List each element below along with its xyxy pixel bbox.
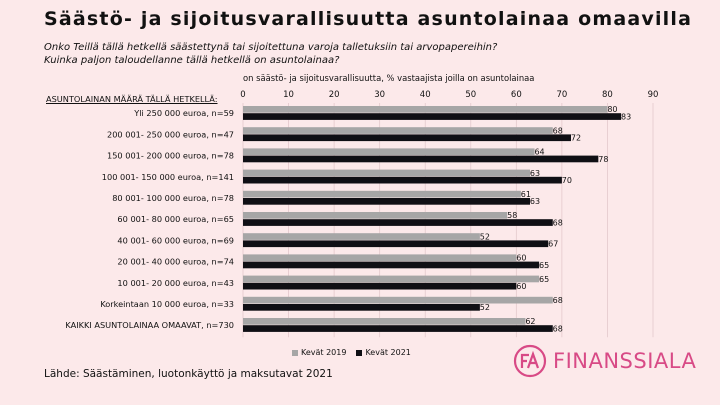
data-label-2021: 68 <box>553 324 563 333</box>
category-label: 60 001- 80 000 euroa, n=65 <box>117 214 234 224</box>
category-label: 10 001- 20 000 euroa, n=43 <box>117 278 234 288</box>
data-label-2019: 68 <box>553 126 563 135</box>
bar-2019 <box>243 296 553 304</box>
category-label: 80 001- 100 000 euroa, n=78 <box>112 193 234 203</box>
legend-item-2019: Kevät 2019 <box>292 348 346 357</box>
bar-2021 <box>243 325 553 332</box>
bar-2021 <box>243 176 562 184</box>
x-tick-label: 0 <box>240 90 245 100</box>
data-label-2019: 63 <box>530 169 540 178</box>
subtitle-line-2: Kuinka paljon taloudellanne tällä hetkel… <box>44 55 340 66</box>
bar-2019 <box>243 106 608 113</box>
bar-2021 <box>243 219 553 226</box>
category-label: KAIKKI ASUNTOLAINAA OMAAVAT, n=730 <box>65 320 234 330</box>
category-label: 20 001- 40 000 euroa, n=74 <box>117 257 234 267</box>
category-label: 40 001- 60 000 euroa, n=69 <box>117 235 234 245</box>
category-label: Yli 250 000 euroa, n=59 <box>133 108 234 118</box>
data-label-2021: 68 <box>553 218 563 227</box>
x-tick-label: 10 <box>283 90 294 100</box>
bar-2021 <box>243 113 622 120</box>
bar-2021 <box>243 261 540 269</box>
x-tick-label: 20 <box>329 90 340 100</box>
data-label-2019: 62 <box>525 317 535 326</box>
bar-2019 <box>243 254 517 262</box>
bar-2019 <box>243 148 535 156</box>
bar-2019 <box>243 318 526 325</box>
data-label-2019: 58 <box>507 211 517 220</box>
x-tick-label: 30 <box>374 90 385 100</box>
legend-swatch-2019 <box>292 349 298 356</box>
bar-2019 <box>243 275 540 283</box>
category-label: 150 001- 200 000 euroa, n=78 <box>107 151 234 161</box>
data-label-2021: 70 <box>562 176 572 185</box>
chart-subtitle: Onko Teillä tällä hetkellä säästettynä t… <box>44 41 497 67</box>
category-axis-title: ASUNTOLAINAN MÄÄRÄ TÄLLÄ HETKELLÄ: <box>46 94 218 104</box>
data-label-2019: 64 <box>534 148 544 157</box>
data-label-2021: 78 <box>598 155 608 164</box>
data-label-2021: 52 <box>480 303 490 312</box>
data-label-2019: 60 <box>516 254 526 263</box>
legend-item-2021: Kevät 2021 <box>356 348 411 357</box>
data-label-2019: 52 <box>480 232 490 241</box>
bar-2019 <box>243 169 530 177</box>
x-tick-label: 70 <box>556 90 567 100</box>
x-tick-label: 40 <box>420 90 431 100</box>
bar-2021 <box>243 304 480 311</box>
data-label-2021: 83 <box>621 112 631 121</box>
source-note: Lähde: Säästäminen, luotonkäyttö ja maks… <box>44 368 333 380</box>
data-label-2021: 63 <box>530 197 540 206</box>
data-label-2019: 80 <box>607 105 617 114</box>
data-label-2021: 72 <box>571 134 581 143</box>
bar-2019 <box>243 212 508 219</box>
bar-2021 <box>243 134 571 142</box>
category-label: Korkeintaan 10 000 euroa, n=33 <box>100 299 234 309</box>
legend-label-2021: Kevät 2021 <box>365 348 411 357</box>
data-label-2019: 68 <box>553 296 563 305</box>
legend-label-2019: Kevät 2019 <box>301 348 347 357</box>
category-label: 100 001- 150 000 euroa, n=141 <box>102 172 234 182</box>
logo-text: FINANSSIALA <box>553 349 697 373</box>
data-label-2021: 67 <box>548 240 558 249</box>
data-label-2019: 65 <box>539 275 549 284</box>
bar-2021 <box>243 282 517 290</box>
bar-2019 <box>243 190 521 198</box>
x-tick-label: 50 <box>465 90 476 100</box>
data-label-2021: 65 <box>539 261 549 270</box>
bar-2019 <box>243 127 553 134</box>
chart-legend: Kevät 2019 Kevät 2021 <box>292 348 411 357</box>
page-title: Säästö- ja sijoitusvarallisuutta asuntol… <box>44 8 693 30</box>
legend-swatch-2021 <box>356 349 363 356</box>
finanssiala-logo-mark-icon <box>513 344 547 378</box>
bar-2021 <box>243 155 599 163</box>
x-tick-label: 60 <box>511 90 522 100</box>
finanssiala-logo: FINANSSIALA <box>513 344 696 378</box>
x-axis-label: on säästö- ja sijoitusvarallisuutta, % v… <box>243 73 534 83</box>
bar-2021 <box>243 240 549 248</box>
subtitle-line-1: Onko Teillä tällä hetkellä säästettynä t… <box>44 42 498 53</box>
x-tick-label: 90 <box>648 90 659 100</box>
data-label-2019: 61 <box>521 190 531 199</box>
data-label-2021: 60 <box>516 282 526 291</box>
bar-2019 <box>243 233 480 240</box>
category-label: 200 001- 250 000 euroa, n=47 <box>107 129 234 139</box>
x-tick-label: 80 <box>602 90 613 100</box>
bar-2021 <box>243 198 530 205</box>
